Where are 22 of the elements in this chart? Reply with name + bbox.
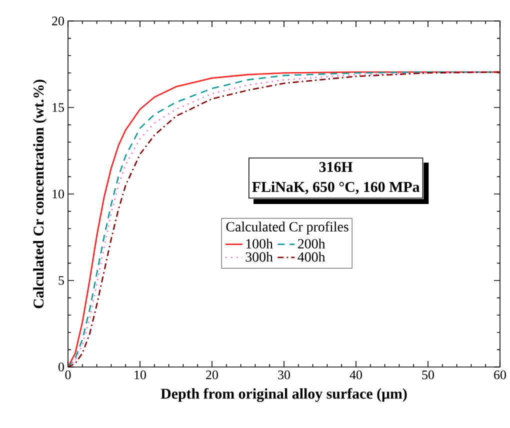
y-tick-label: 20 xyxy=(52,16,64,26)
legend-label: 300h xyxy=(246,252,273,262)
legend-label: 200h xyxy=(298,238,326,249)
x-tick-label: 0 xyxy=(65,370,71,380)
annotation: 316H xyxy=(319,162,353,172)
y-axis-title: Calculated Cr concentration (wt.%) xyxy=(33,80,47,308)
x-tick-label: 40 xyxy=(350,370,362,380)
x-tick-label: 20 xyxy=(206,370,218,380)
annotation: FLiNaK, 650 °C, 160 MPa xyxy=(252,181,420,194)
y-tick-label: 5 xyxy=(58,276,64,285)
y-tick-label: 15 xyxy=(52,103,64,112)
legend-title: Calculated Cr profiles xyxy=(226,222,348,234)
x-tick-label: 10 xyxy=(134,370,146,380)
y-tick-label: 0 xyxy=(58,362,64,372)
legend-label: 100h xyxy=(246,238,273,249)
line-series xyxy=(68,71,500,367)
x-tick-label: 30 xyxy=(278,370,290,380)
x-tick-label: 60 xyxy=(494,370,506,380)
legend-label: 400h xyxy=(298,252,326,262)
x-axis-title: Depth from original alloy surface (μm) xyxy=(160,388,407,402)
x-tick-label: 50 xyxy=(422,370,434,380)
y-tick-label: 10 xyxy=(52,190,64,198)
